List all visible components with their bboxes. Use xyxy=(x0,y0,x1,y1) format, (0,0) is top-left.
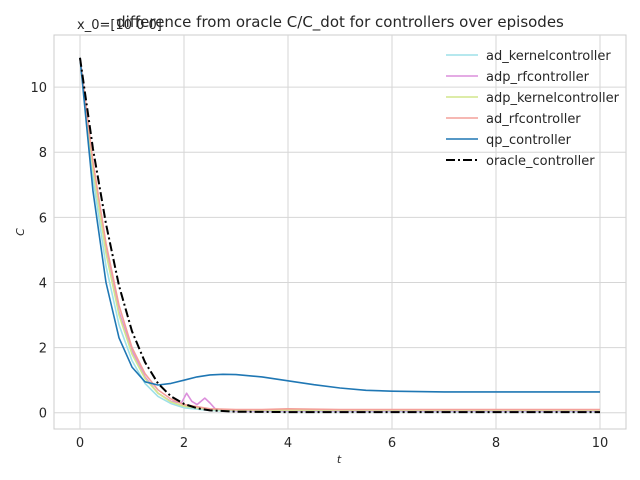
y-tick-label: 2 xyxy=(39,342,47,357)
chart-subtitle: x_0=[10 0 0] xyxy=(77,18,162,33)
x-tick-label: 6 xyxy=(388,436,396,451)
series-line-oracle-controller xyxy=(79,57,600,414)
series-line-ad-rfcontroller xyxy=(79,57,600,411)
y-tick-label: 10 xyxy=(30,81,47,96)
y-tick-label: 4 xyxy=(39,276,47,291)
x-tick-labels: 0 2 4 6 8 10 xyxy=(76,436,608,451)
y-tick-label: 0 xyxy=(39,407,47,422)
series-line-qp-controller xyxy=(79,57,600,393)
legend-label: adp_kernelcontroller xyxy=(486,91,620,106)
x-tick-label: 2 xyxy=(180,436,188,451)
legend: ad_kernelcontroller adp_rfcontroller adp_k… xyxy=(446,49,620,169)
legend-label: ad_rfcontroller xyxy=(486,112,581,127)
legend-label: ad_kernelcontroller xyxy=(486,49,611,64)
y-axis-label: C xyxy=(14,228,27,236)
x-tick-label: 4 xyxy=(284,436,292,451)
legend-label: qp_controller xyxy=(486,133,572,148)
plot-area xyxy=(53,34,627,430)
x-tick-label: 0 xyxy=(76,436,84,451)
y-tick-label: 6 xyxy=(39,211,47,226)
y-tick-label: 8 xyxy=(39,146,47,161)
x-tick-label: 10 xyxy=(592,436,609,451)
x-axis-label: t xyxy=(337,453,342,466)
y-tick-labels: 0 2 4 6 8 10 xyxy=(30,81,47,422)
x-tick-label: 8 xyxy=(492,436,500,451)
chart-title: difference from oracle C/C_dot for contr… xyxy=(116,13,564,32)
legend-label: adp_rfcontroller xyxy=(486,70,590,85)
series-layer xyxy=(79,57,600,414)
legend-label: oracle_controller xyxy=(486,154,595,169)
